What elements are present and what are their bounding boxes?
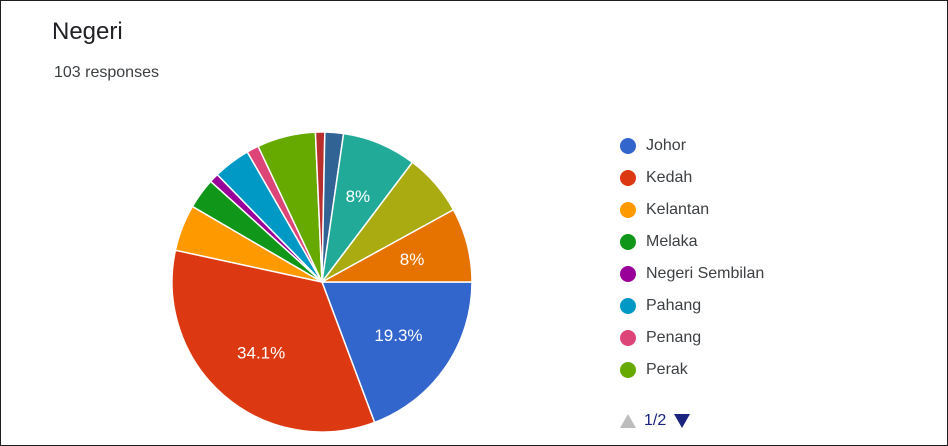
legend-label: Perak <box>646 361 688 378</box>
legend-label: Penang <box>646 329 702 346</box>
legend-swatch <box>620 362 636 378</box>
legend-swatch <box>620 266 636 282</box>
legend-label: Melaka <box>646 233 698 250</box>
legend-item[interactable]: Pahang <box>620 290 764 322</box>
legend-label: Negeri Sembilan <box>646 265 765 282</box>
legend-label: Kedah <box>646 169 693 186</box>
slice-label: 19.3% <box>374 326 422 345</box>
slice-label: 8% <box>400 250 425 269</box>
legend-item[interactable]: Perak <box>620 354 764 386</box>
response-count: 103 responses <box>54 64 159 81</box>
chart-legend: Johor Kedah Kelantan Melaka Negeri Sembilan P… <box>620 130 764 386</box>
question-title: Negeri <box>52 18 123 45</box>
legend-item[interactable]: Kelantan <box>620 194 764 226</box>
slice-label: 34.1% <box>237 343 285 362</box>
legend-swatch <box>620 170 636 186</box>
legend-swatch <box>620 298 636 314</box>
legend-label: Johor <box>646 137 687 154</box>
pie-slice-item-12[interactable] <box>321 208 473 283</box>
legend-swatch <box>620 138 636 154</box>
page-down-icon[interactable] <box>674 414 691 428</box>
pie-slice-johor[interactable] <box>320 281 473 424</box>
legend-label: Kelantan <box>646 201 710 218</box>
legend-item[interactable]: Negeri Sembilan <box>620 258 764 290</box>
pie-slice-kedah[interactable] <box>171 249 376 433</box>
legend-swatch <box>620 202 636 218</box>
legend-item[interactable]: Kedah <box>620 162 764 194</box>
legend-label: Pahang <box>646 297 702 314</box>
legend-swatch <box>620 330 636 346</box>
legend-item[interactable]: Melaka <box>620 226 764 258</box>
pager-label: 1/2 <box>644 412 667 429</box>
page-up-icon[interactable] <box>620 414 636 428</box>
legend-pager: 1/2 <box>620 412 691 430</box>
legend-swatch <box>620 234 636 250</box>
legend-item[interactable]: Johor <box>620 130 764 162</box>
slice-label: 8% <box>346 187 371 206</box>
legend-item[interactable]: Penang <box>620 322 764 354</box>
